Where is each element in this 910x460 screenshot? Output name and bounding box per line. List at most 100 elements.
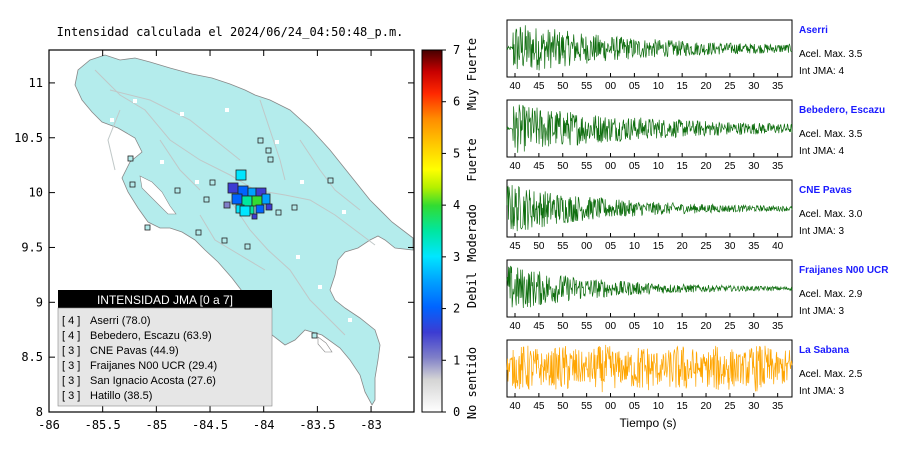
seismogram-panel: 40 45 50 55 00 05 10 15 20 25 30 35 Aserri Acel. Max.… [506,19,889,412]
colorbar-tick-label: 2 [453,302,460,316]
trace-tick-label: 40 [772,241,784,252]
colorbar-category-label: No sentido [465,347,479,419]
trace-acel-max: Acel. Max. 3.0 [799,209,863,220]
trace-tick-label: 50 [557,81,569,92]
legend-item-name: CNE Pavas (44.9) [90,345,179,357]
trace-tick-label: 35 [748,241,760,252]
lat-tick-label: 8.5 [21,350,43,364]
seismogram-trace-1: 40 45 50 55 00 05 10 15 20 25 30 35 Aserri Acel. Max.… [506,19,863,92]
trace-tick-label: 15 [677,81,689,92]
legend-item-level: [ 3 ] [62,345,80,357]
waveform [506,25,793,71]
seismogram-xlabel: Tiempo (s) [620,416,677,430]
trace-tick-label: 35 [772,321,784,332]
trace-station-name: CNE Pavas [799,185,852,196]
trace-tick-label: 25 [724,321,736,332]
trace-tick-label: 00 [605,161,617,172]
trace-acel-max: Acel. Max. 2.5 [799,369,863,380]
trace-acel-max: Acel. Max. 3.5 [799,49,863,60]
trace-tick-label: 25 [724,161,736,172]
legend-body [57,307,273,407]
legend-items: [ 4 ] Aserri (78.0) [ 4 ] Bebedero, Escazu … [62,315,217,402]
trace-tick-label: 45 [533,81,545,92]
seismogram-trace-4: 40 45 50 55 00 05 10 15 20 25 30 35 Fraijanes N00 UC… [506,259,889,332]
trace-tick-label: 40 [509,321,521,332]
colorbar-tick-label: 3 [453,250,460,264]
trace-tick-label: 45 [533,321,545,332]
map-title: Intensidad calculada el 2024/06/24_04:50… [57,25,404,39]
legend-item-level: [ 3 ] [62,390,80,402]
lat-tick-label: 10 [29,186,43,200]
trace-tick-label: 35 [772,161,784,172]
colorbar-ticks: 0 1 2 3 4 5 6 7 [442,43,460,419]
seismogram-trace-5: 40 45 50 55 00 05 10 15 20 25 30 35 La Sabana Acel. M… [506,339,863,412]
lat-tick-label: 9.5 [21,240,43,254]
lon-tick-label: -85 [146,418,168,432]
colorbar-tick-label: 6 [453,95,460,109]
trace-acel-max: Acel. Max. 2.9 [799,289,863,300]
trace-tick-label: 55 [581,161,593,172]
trace-tick-label: 05 [605,241,617,252]
trace-station-name: Bebedero, Escazu [799,105,885,116]
waveform [506,344,793,393]
trace-tick-label: 05 [629,321,641,332]
trace-tick-label: 00 [605,81,617,92]
colorbar-category-label: Fuerte [465,138,479,181]
trace-frame [506,99,793,158]
trace-tick-label: 30 [748,81,760,92]
trace-tick-label: 30 [748,161,760,172]
lon-tick-label: -86 [38,418,60,432]
reporting-stations [127,137,334,339]
trace-tick-label: 45 [533,401,545,412]
colorbar-category-label: Muy Fuerte [465,38,479,110]
legend-item-level: [ 3 ] [62,375,80,387]
trace-tick-label: 20 [700,321,712,332]
map-axes: -86 -85.5 -85 -84.5 -84 -83.5 -83 11 10.5 10 9.5 9 8… [14,50,414,432]
waveform [506,265,793,309]
trace-tick-label: 25 [724,401,736,412]
legend-item-level: [ 3 ] [62,360,80,372]
waveform [506,185,793,232]
legend-title: INTENSIDAD JMA [0 a 7] [97,293,233,307]
trace-acel-max: Acel. Max. 3.5 [799,129,863,140]
lon-tick-label: -83.5 [299,418,335,432]
legend-item-name: Fraijanes N00 UCR (29.4) [90,360,217,372]
trace-tick-label: 50 [557,161,569,172]
trace-tick-label: 15 [677,401,689,412]
trace-tick-label: 25 [724,81,736,92]
nicoya-gulf-water [139,175,177,215]
trace-tick-label: 35 [772,401,784,412]
trace-int-jma: Int JMA: 3 [799,226,844,237]
trace-tick-label: 55 [557,241,569,252]
lon-tick-label: -84 [253,418,275,432]
trace-tick-label: 40 [509,161,521,172]
intensity-cluster [223,169,273,220]
colorbar-tick-label: 7 [453,43,460,57]
colorbar-category-label: Debil [465,272,479,308]
trace-tick-label: 05 [629,81,641,92]
trace-tick-label: 50 [533,241,545,252]
legend-item-name: Bebedero, Escazu (63.9) [90,330,212,342]
trace-tick-label: 35 [772,81,784,92]
trace-tick-label: 10 [653,81,665,92]
lat-tick-label: 8 [36,405,43,419]
trace-tick-label: 30 [724,241,736,252]
trace-station-name: Aserri [799,25,828,36]
trace-station-name: La Sabana [799,345,849,356]
lat-tick-label: 10.5 [14,131,43,145]
colorbar-gradient [421,49,443,413]
legend-item-level: [ 4 ] [62,315,80,327]
trace-tick-label: 55 [581,321,593,332]
trace-tick-label: 10 [653,321,665,332]
legend-title-bar [58,290,272,308]
trace-station-name: Fraijanes N00 UCR [799,265,889,276]
trace-tick-label: 55 [581,81,593,92]
trace-tick-label: 50 [557,401,569,412]
seismogram-trace-3: 45 50 55 00 05 10 15 20 25 30 35 40 CNE Pavas Acel. M… [506,179,863,252]
legend-item-level: [ 4 ] [62,330,80,342]
trace-tick-label: 05 [629,401,641,412]
trace-tick-label: 55 [581,401,593,412]
trace-tick-label: 40 [509,81,521,92]
trace-tick-label: 45 [509,241,521,252]
